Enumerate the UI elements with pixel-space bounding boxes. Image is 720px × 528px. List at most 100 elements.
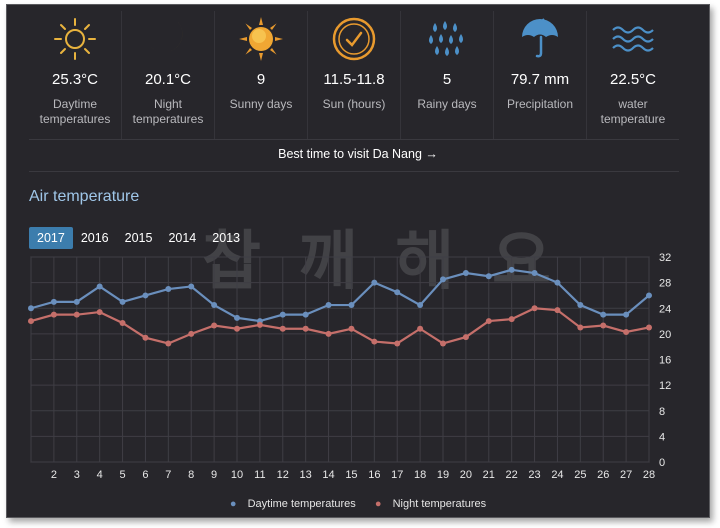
clock-icon [332,17,376,61]
year-tab-2015[interactable]: 2015 [124,231,153,245]
year-tab-2017[interactable]: 2017 [29,227,73,249]
x-tick-label: 2 [51,469,57,481]
data-point-night [462,334,469,341]
stat-label: Rainy days [417,97,477,111]
year-tab-2016[interactable]: 2016 [80,231,109,245]
umbrella-icon [522,18,558,58]
x-tick-label: 12 [277,469,289,481]
x-tick-label: 26 [597,469,609,481]
data-point-day [348,302,355,309]
x-tick-label: 7 [165,469,171,481]
stat-value: 5 [442,71,452,88]
x-tick-label: 6 [142,469,148,481]
data-point-day [462,270,469,277]
data-point-day [279,311,286,318]
data-point-night [440,340,446,347]
year-tab-2014[interactable]: 2014 [168,231,197,245]
legend-night[interactable]: ● Night temperatures [371,498,490,510]
data-point-night [371,338,378,345]
series-line-night [30,307,650,345]
data-point-day [600,311,607,318]
stat-value: 11.5-11.8 [323,71,385,88]
x-tick-label: 22 [506,469,518,481]
series-line-day [30,268,650,323]
legend-night-label: Night temperatures [392,498,487,510]
x-tick-label: 28 [643,469,655,481]
x-tick-label: 3 [74,469,80,481]
data-point-night [188,330,195,337]
data-point-day [394,289,401,296]
x-tick-label: 19 [437,469,449,481]
data-point-night [279,325,286,332]
data-point-day [96,283,103,290]
data-point-night [142,334,149,341]
data-point-night [73,311,80,318]
legend-day-label: Daytime temperatures [247,498,356,510]
year-tabs: 2017 2016 2015 2014 2013 [29,227,248,249]
data-point-night [646,324,652,331]
stat-value: 20.1°C [144,71,192,88]
data-point-night [50,311,57,318]
stat-value: 25.3°C [51,71,99,88]
data-point-night [96,309,103,316]
data-point-night [234,325,240,332]
waves-icon [612,26,654,52]
x-tick-label: 21 [483,469,495,481]
rain-drops-icon [429,21,463,56]
stat-value: 79.7 mm [510,71,570,88]
data-point-night [485,318,492,325]
data-point-night [302,325,309,332]
data-point-night [165,340,172,347]
year-tab-2013[interactable]: 2013 [212,231,241,245]
x-tick-label: 27 [620,469,632,481]
data-point-night [623,328,630,335]
weather-panel: 25.3°C Daytime temperatures 20.1°C Night… [6,4,710,518]
stat-night-temperature: 20.1°C Night temperatures [122,11,215,139]
chart-legend: ● Daytime temperatures ● Night temperatu… [7,498,709,510]
stat-label: Night temperatures [132,97,204,126]
y-tick-label: 16 [659,355,671,367]
data-point-night [394,340,401,347]
x-tick-label: 11 [254,469,265,481]
y-tick-label: 20 [659,329,671,341]
x-tick-label: 23 [528,469,540,481]
stat-label: Daytime temperatures [39,97,111,126]
legend-day[interactable]: ● Daytime temperatures [226,498,360,510]
data-point-day [50,298,57,305]
data-point-day [325,302,332,309]
data-point-day [646,292,652,299]
x-tick-label: 15 [345,469,357,481]
x-tick-label: 25 [574,469,586,481]
best-time-link[interactable]: Best time to visit Da Nang → [278,147,438,161]
stat-value: 22.5°C [609,71,657,88]
section-title: Air temperature [29,188,140,205]
x-tick-label: 5 [119,469,125,481]
x-tick-label: 4 [97,469,103,481]
data-point-night [508,316,515,323]
legend-night-marker: ● [374,498,382,510]
data-point-day [531,270,538,277]
x-tick-label: 16 [368,469,380,481]
x-tick-label: 18 [414,469,426,481]
data-point-day [440,276,446,283]
y-tick-label: 12 [659,380,671,392]
data-point-day [508,266,515,273]
data-point-day [28,305,34,312]
data-point-day [623,311,630,318]
data-point-day [577,302,584,309]
sun-icon [239,17,283,61]
data-point-night [211,322,218,329]
data-point-day [554,279,561,286]
stat-value: 9 [256,71,266,88]
data-point-day [188,283,195,290]
stat-label: Sunny days [229,97,293,111]
y-tick-label: 24 [659,303,671,315]
data-point-night [417,325,424,332]
stats-row: 25.3°C Daytime temperatures 20.1°C Night… [29,11,679,139]
x-tick-label: 24 [551,469,563,481]
legend-day-marker: ● [229,498,237,510]
stat-sun-hours: 11.5-11.8 Sun (hours) [308,11,401,139]
stat-label: Precipitation [506,97,574,111]
stat-sunny-days: 9 Sunny days [215,11,308,139]
